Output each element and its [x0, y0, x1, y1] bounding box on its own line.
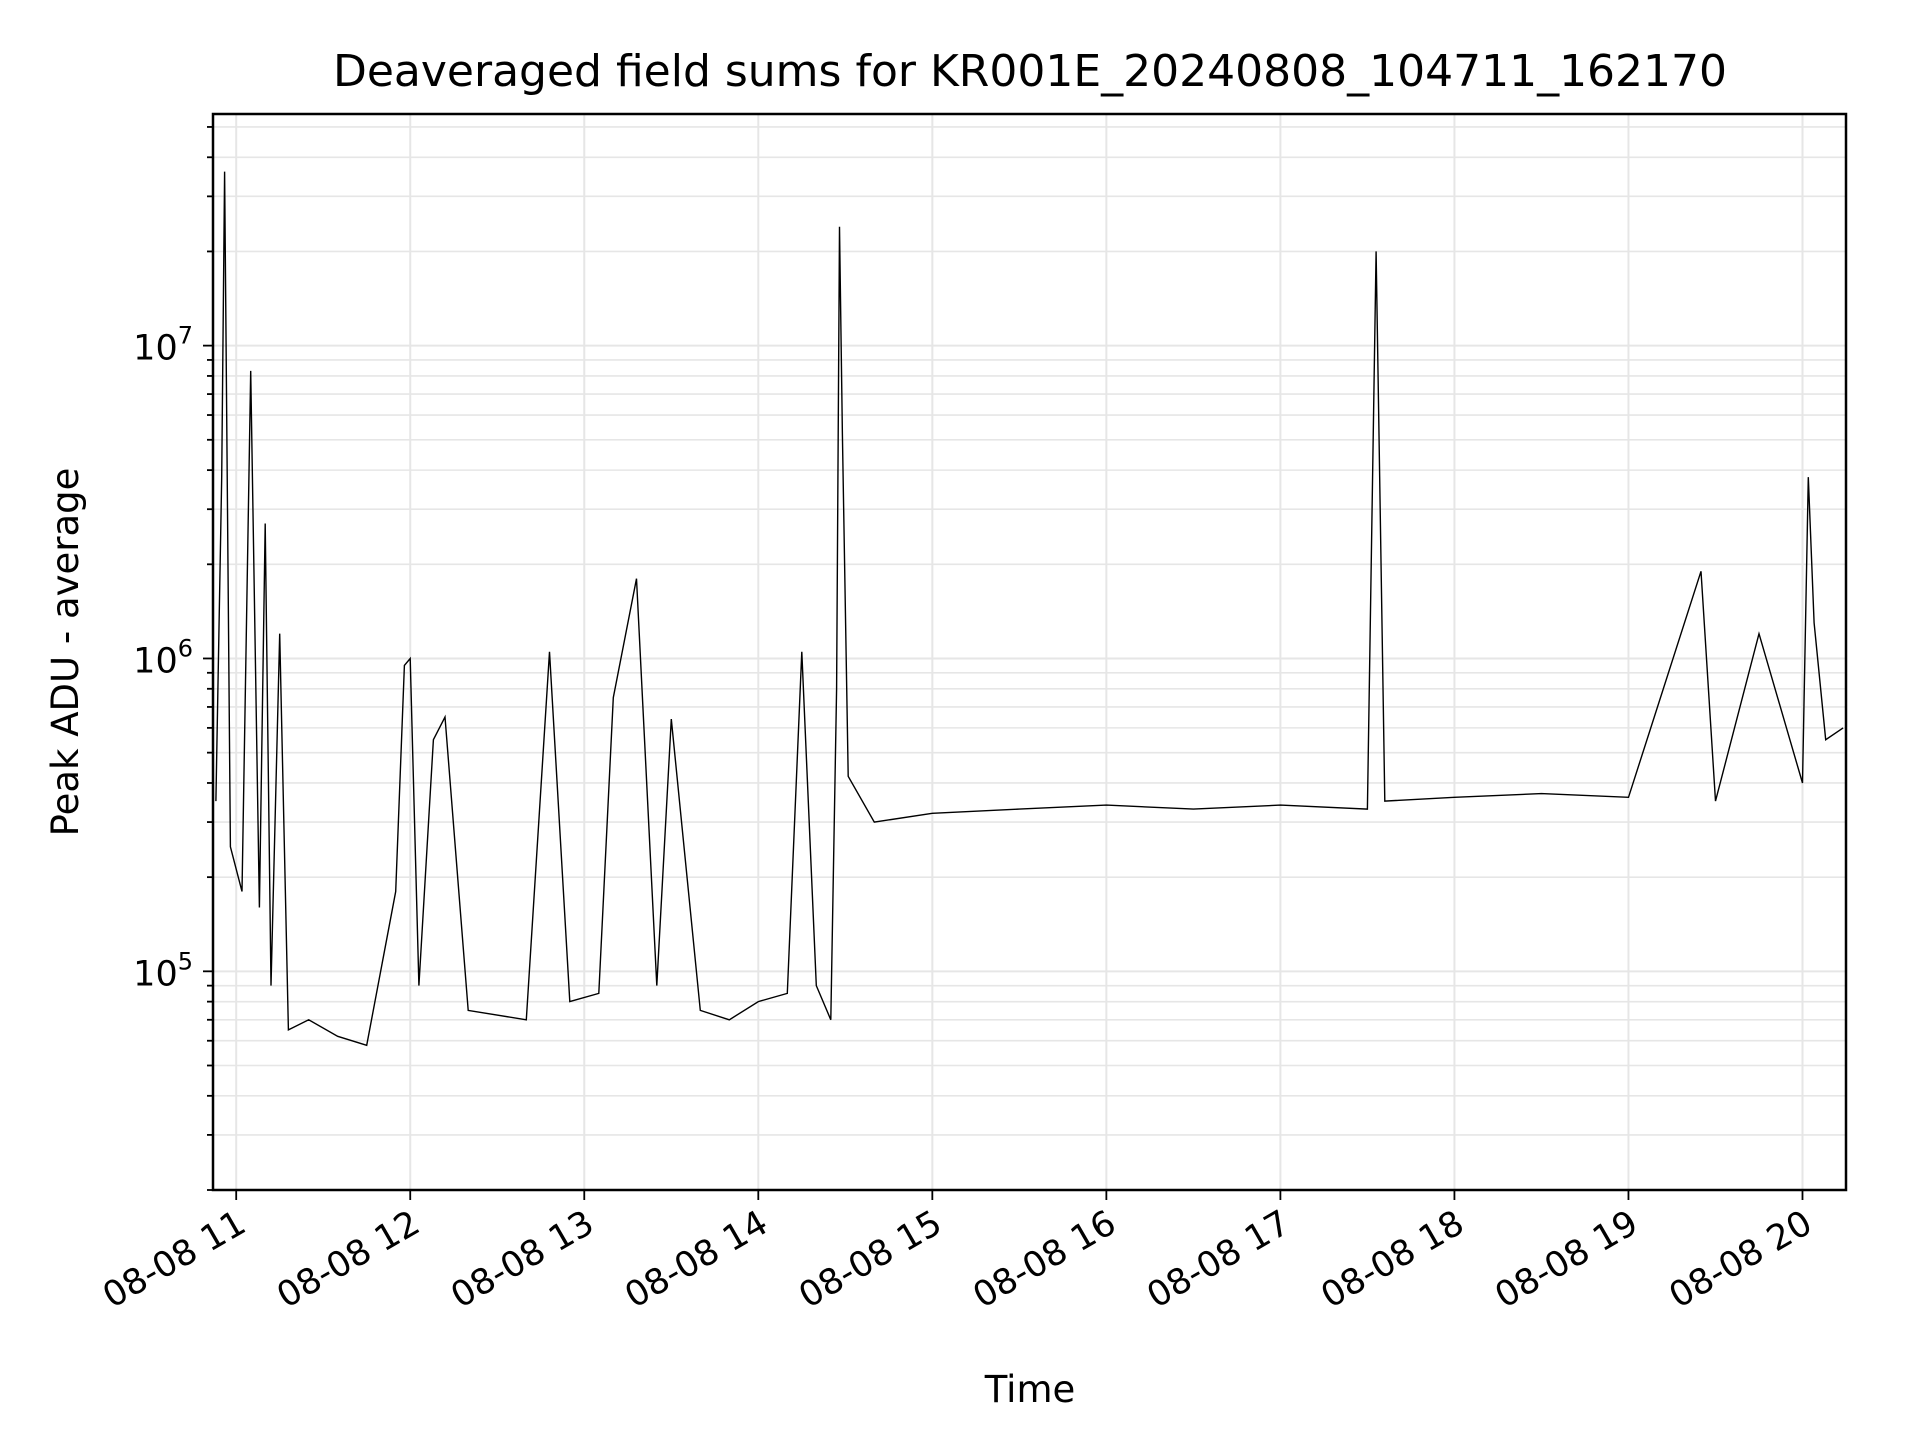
grid: [213, 114, 1846, 1191]
chart-title: Deaveraged field sums for KR001E_2024080…: [333, 46, 1727, 97]
series: [215, 171, 1844, 1047]
plot-frame: [211, 112, 1848, 1192]
y-axis-ticks: 105 106 107: [133, 126, 213, 1191]
y-tick-label: 106: [133, 634, 193, 681]
y-axis-label: Peak ADU - average: [44, 468, 87, 837]
y-tick-label: 107: [133, 322, 193, 369]
series-line: [215, 171, 1844, 1047]
y-tick-label: 105: [133, 947, 193, 994]
x-axis-label: Time: [984, 1368, 1076, 1411]
